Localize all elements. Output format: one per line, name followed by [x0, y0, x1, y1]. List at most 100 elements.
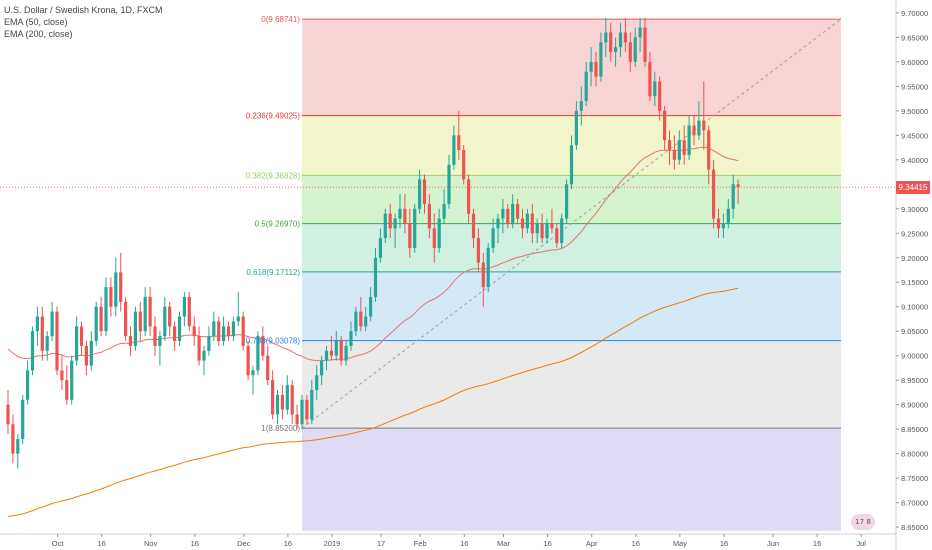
candle-body — [618, 32, 623, 48]
time-tick-label: 17 — [377, 539, 385, 548]
candle-body — [128, 336, 133, 346]
price-axis[interactable]: 9.70000 9.65000 9.60000 9.55000 9.50000 9.450… — [895, 0, 928, 550]
ema50-legend[interactable]: EMA (50, close) — [4, 17, 68, 27]
candle-body — [349, 331, 353, 346]
price-tick-label: 9.30000 — [901, 205, 928, 214]
time-axis[interactable]: Oct 16 Nov 16 Dec 16 2019 17 Feb 16 Mar 16 Apr 16 May 1… — [0, 533, 896, 548]
tradingview-logo[interactable]: 17 8 — [851, 514, 875, 530]
candle-body — [437, 218, 441, 248]
fib-zone — [302, 19, 841, 116]
fib-trend-line[interactable] — [301, 18, 842, 429]
time-tick-label: 16 — [460, 539, 468, 548]
candle-body — [6, 404, 10, 425]
fib-zone — [302, 428, 841, 532]
current-price-tag: 9.34415 — [896, 180, 930, 194]
candle-body — [403, 208, 407, 224]
price-tick-label: 9.55000 — [901, 82, 928, 91]
fib-level-label: 0.786(9.03078) — [246, 337, 301, 346]
candle-body — [241, 316, 245, 346]
candle-body — [143, 296, 147, 332]
candle-body — [60, 370, 64, 381]
candle-body — [197, 336, 201, 361]
candle-body — [516, 203, 520, 219]
candle-body — [79, 326, 84, 346]
candle-body — [697, 120, 701, 136]
candle-body — [555, 228, 559, 244]
candle-body — [609, 32, 613, 53]
candle-body — [721, 223, 725, 229]
candle-body — [344, 345, 348, 361]
candle-body — [168, 306, 172, 327]
candle-body — [452, 135, 456, 165]
candle-body — [427, 203, 431, 229]
fibonacci-retracement[interactable] — [302, 18, 841, 532]
fib-level-label: 0.5(9.26970) — [255, 220, 301, 229]
candle-body — [398, 208, 402, 219]
candle-body — [643, 27, 647, 62]
candle-body — [114, 272, 118, 307]
candle-body — [236, 316, 240, 322]
candle-body — [633, 37, 637, 62]
candle-body — [550, 223, 554, 229]
candle-body — [565, 184, 569, 219]
candle-body — [182, 296, 186, 317]
candle-body — [560, 218, 564, 244]
candle-body — [359, 311, 363, 327]
fib-diagonal — [301, 18, 842, 429]
candle-body — [584, 71, 588, 102]
candle-body — [628, 42, 632, 62]
fib-level-label: 0.236(9.49025) — [246, 112, 301, 121]
time-tick-label: 16 — [543, 539, 551, 548]
candle-body — [663, 110, 667, 141]
time-tick-label: Mar — [497, 539, 510, 548]
time-tick-label: 16 — [720, 539, 728, 548]
candle-body — [418, 179, 422, 209]
legend: U.S. Dollar / Swedish Krona, 1D, FXCM EM… — [4, 4, 163, 40]
symbol-title[interactable]: U.S. Dollar / Swedish Krona, 1D, FXCM — [4, 5, 163, 15]
price-tick-label: 9.05000 — [901, 327, 928, 336]
fib-level-label: 0(9.68741) — [261, 15, 300, 24]
candle-body — [712, 169, 716, 219]
candle-body — [35, 316, 39, 332]
price-tick-label: 8.65000 — [901, 523, 928, 532]
candle-body — [256, 336, 260, 371]
candle-body — [457, 135, 461, 151]
candle-body — [574, 110, 578, 146]
candle-body — [266, 355, 270, 381]
candle-body — [153, 326, 157, 346]
candle-body — [45, 336, 49, 351]
candle-body — [16, 438, 20, 454]
candle-body — [731, 184, 735, 209]
candle-body — [364, 316, 368, 327]
price-tick-label: 9.15000 — [901, 278, 928, 287]
candle-body — [726, 208, 730, 224]
candle-body — [535, 223, 539, 234]
candle-body — [75, 326, 79, 361]
candle-body — [579, 101, 583, 111]
ema200-legend[interactable]: EMA (200, close) — [4, 29, 73, 39]
candle-body — [408, 223, 412, 248]
candle-body — [614, 47, 618, 53]
price-tick-label: 9.65000 — [901, 33, 928, 42]
candle-body — [594, 61, 598, 77]
candle-body — [70, 360, 74, 400]
candle-body — [251, 370, 255, 376]
time-tick-label: Nov — [144, 539, 158, 548]
fib-zone — [302, 340, 841, 429]
time-tick-label: 16 — [632, 539, 640, 548]
candle-body — [177, 316, 182, 342]
candle-body — [84, 345, 88, 366]
price-tick-label: 9.50000 — [901, 107, 928, 116]
candle-body — [707, 130, 711, 170]
candle-body — [275, 394, 280, 415]
candle-body — [545, 223, 549, 239]
time-tick-label: 16 — [284, 539, 292, 548]
candle-body — [94, 306, 98, 342]
candle-body — [295, 414, 299, 425]
candle-body — [163, 306, 167, 337]
candle-body — [138, 311, 142, 332]
candle-body — [324, 350, 329, 361]
fib-level-label: 0.618(9.17112) — [246, 268, 300, 277]
candle-body — [119, 272, 123, 302]
